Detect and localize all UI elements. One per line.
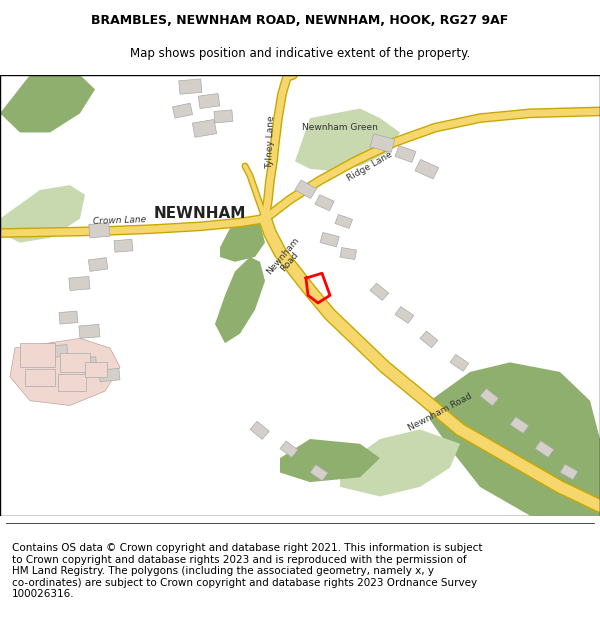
Polygon shape xyxy=(295,109,400,171)
Polygon shape xyxy=(10,338,120,406)
Bar xyxy=(58,374,86,391)
Bar xyxy=(535,441,554,458)
Bar xyxy=(250,421,269,439)
Text: Crown Lane: Crown Lane xyxy=(93,215,147,226)
Bar xyxy=(295,180,317,199)
Bar xyxy=(60,352,90,372)
Bar xyxy=(450,354,469,371)
Bar xyxy=(420,331,438,348)
Bar xyxy=(315,195,334,211)
Polygon shape xyxy=(340,429,460,496)
Bar xyxy=(79,324,100,338)
Bar xyxy=(415,159,439,179)
Bar xyxy=(560,464,578,480)
Bar xyxy=(335,214,353,228)
Text: Newnham Green: Newnham Green xyxy=(302,123,378,132)
Bar xyxy=(395,146,416,162)
Bar xyxy=(179,79,202,94)
Text: NEWNHAM: NEWNHAM xyxy=(154,206,246,221)
Text: Ridge Lane: Ridge Lane xyxy=(346,149,394,182)
Text: Newnham
Road: Newnham Road xyxy=(265,236,308,282)
Bar xyxy=(69,276,90,291)
Bar xyxy=(480,389,499,406)
Bar xyxy=(173,103,193,118)
Text: Newnham Road: Newnham Road xyxy=(407,391,473,433)
Bar xyxy=(280,441,298,458)
Text: Map shows position and indicative extent of the property.: Map shows position and indicative extent… xyxy=(130,48,470,61)
Polygon shape xyxy=(280,439,380,482)
Bar xyxy=(20,343,55,367)
Bar xyxy=(49,344,68,357)
Bar xyxy=(114,239,133,252)
Bar xyxy=(198,94,220,109)
Bar xyxy=(370,134,395,152)
Bar xyxy=(25,369,55,386)
Text: BRAMBLES, NEWNHAM ROAD, NEWNHAM, HOOK, RG27 9AF: BRAMBLES, NEWNHAM ROAD, NEWNHAM, HOOK, R… xyxy=(91,14,509,28)
Bar xyxy=(89,222,110,238)
Bar xyxy=(88,258,108,271)
Text: Contains OS data © Crown copyright and database right 2021. This information is : Contains OS data © Crown copyright and d… xyxy=(12,543,482,599)
Polygon shape xyxy=(430,362,600,516)
Bar xyxy=(85,362,107,377)
Bar xyxy=(340,248,356,259)
Bar xyxy=(193,119,217,138)
Bar xyxy=(310,464,328,481)
Bar xyxy=(99,368,120,381)
Polygon shape xyxy=(0,185,85,242)
Bar xyxy=(214,110,233,123)
Text: Tylney Lane: Tylney Lane xyxy=(266,115,277,169)
Polygon shape xyxy=(0,75,95,132)
Polygon shape xyxy=(215,257,265,343)
Bar xyxy=(395,307,414,323)
Bar xyxy=(510,417,529,433)
Polygon shape xyxy=(220,219,265,262)
Bar xyxy=(74,357,97,372)
Bar xyxy=(320,232,339,247)
Bar xyxy=(370,283,389,301)
Bar xyxy=(59,311,78,324)
